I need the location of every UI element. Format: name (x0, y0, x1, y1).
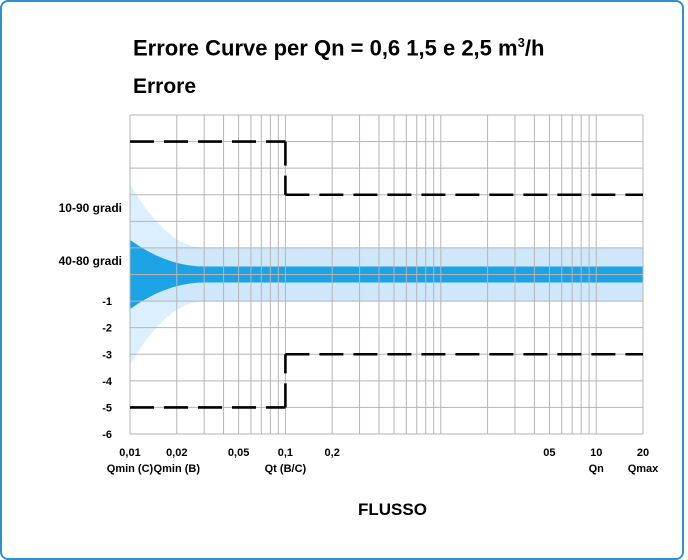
x-tick-sublabel: Qmin (B) (154, 463, 201, 475)
x-tick-label: 0,05 (228, 447, 249, 459)
x-tick-label: 0,01 (119, 447, 140, 459)
x-tick-label: 0,1 (278, 447, 293, 459)
x-tick-sublabel: Qn (589, 463, 605, 475)
x-tick-label: 20 (637, 447, 649, 459)
y-tick-label: -1 (102, 296, 112, 308)
x-tick-label: 0,02 (166, 447, 187, 459)
x-tick-sublabel: Qt (B/C) (265, 463, 307, 475)
x-tick-label: 0,2 (325, 447, 340, 459)
chart-subtitle: Errore (133, 75, 197, 98)
y-tick-label: -6 (102, 429, 112, 441)
band-label: 40-80 gradi (59, 254, 122, 268)
band-label: 10-90 gradi (59, 201, 122, 215)
error-curve-chart: -1 -2 -3 -4 -5 -6 10-90 gradi 40-80 gradi 0,01 Qm… (59, 114, 659, 475)
y-tick-label: -4 (102, 376, 113, 388)
x-tick-sublabel: Qmax (628, 463, 659, 475)
y-tick-label: -2 (102, 323, 112, 335)
y-tick-label: -5 (102, 402, 112, 414)
x-tick-label: 05 (543, 447, 555, 459)
x-axis-label: FLUSSO (358, 500, 427, 519)
x-tick-label: 10 (590, 447, 602, 459)
x-tick-sublabel: Qmin (C) (107, 463, 154, 475)
title-superscript: 3 (517, 35, 525, 50)
chart-title: Errore Curve per Qn = 0,6 1,5 e 2,5 m3/h (133, 35, 545, 61)
y-tick-label: -3 (102, 349, 112, 361)
